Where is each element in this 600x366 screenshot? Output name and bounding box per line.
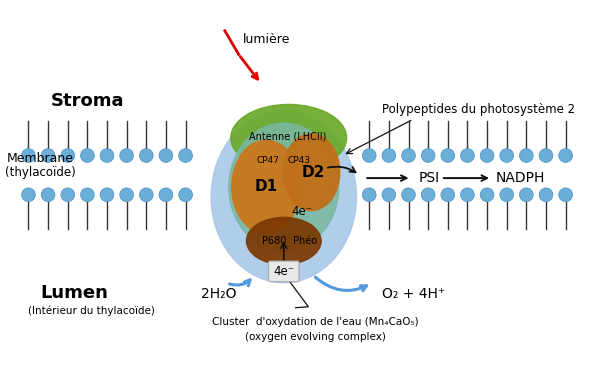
Text: 4e⁻: 4e⁻ [273, 265, 294, 278]
Circle shape [401, 149, 415, 163]
Text: PSI: PSI [418, 171, 439, 185]
Circle shape [100, 149, 114, 163]
Ellipse shape [232, 140, 301, 234]
Circle shape [179, 149, 193, 163]
Circle shape [362, 149, 376, 163]
Circle shape [179, 188, 193, 202]
Text: Lumen: Lumen [41, 284, 109, 302]
Circle shape [120, 149, 134, 163]
Circle shape [520, 149, 533, 163]
Text: 2H₂O: 2H₂O [201, 287, 237, 301]
Circle shape [61, 149, 74, 163]
Text: Stroma: Stroma [50, 93, 124, 111]
Circle shape [461, 188, 474, 202]
Text: CP47: CP47 [257, 156, 280, 165]
Circle shape [441, 188, 455, 202]
Circle shape [539, 149, 553, 163]
Circle shape [80, 188, 94, 202]
Text: D2: D2 [302, 165, 325, 180]
Ellipse shape [283, 134, 340, 210]
Circle shape [500, 188, 514, 202]
Circle shape [362, 188, 376, 202]
Circle shape [139, 149, 153, 163]
Text: Polypeptides du photosystème 2: Polypeptides du photosystème 2 [382, 103, 575, 116]
Circle shape [159, 188, 173, 202]
Ellipse shape [229, 123, 339, 251]
Text: Antenne (LHCII): Antenne (LHCII) [249, 132, 326, 142]
Text: Membrane: Membrane [7, 152, 74, 165]
Circle shape [22, 188, 35, 202]
Circle shape [401, 188, 415, 202]
Text: Cluster  d'oxydation de l'eau (Mn₄CaO₅): Cluster d'oxydation de l'eau (Mn₄CaO₅) [212, 317, 419, 328]
FancyBboxPatch shape [269, 261, 299, 282]
Text: 4e⁻: 4e⁻ [291, 205, 312, 218]
Circle shape [139, 188, 153, 202]
Text: O₂ + 4H⁺: O₂ + 4H⁺ [382, 287, 445, 301]
Circle shape [159, 149, 173, 163]
Text: (oxygen evolving complex): (oxygen evolving complex) [245, 332, 386, 342]
Circle shape [100, 188, 114, 202]
Text: Phéo: Phéo [293, 236, 317, 246]
Circle shape [41, 149, 55, 163]
Text: (Intérieur du thylacoïde): (Intérieur du thylacoïde) [28, 305, 155, 316]
Text: D1: D1 [254, 179, 278, 194]
Circle shape [559, 188, 572, 202]
Circle shape [421, 188, 435, 202]
Text: (thylacoïde): (thylacoïde) [5, 166, 76, 179]
Text: P680: P680 [262, 236, 286, 246]
Circle shape [480, 188, 494, 202]
Circle shape [382, 149, 396, 163]
Circle shape [539, 188, 553, 202]
Circle shape [480, 149, 494, 163]
Text: lumière: lumière [242, 33, 290, 46]
Circle shape [441, 149, 455, 163]
Circle shape [520, 188, 533, 202]
Circle shape [80, 149, 94, 163]
Circle shape [559, 149, 572, 163]
Ellipse shape [211, 111, 356, 283]
Circle shape [461, 149, 474, 163]
Circle shape [120, 188, 134, 202]
Circle shape [22, 149, 35, 163]
Circle shape [382, 188, 396, 202]
Ellipse shape [231, 104, 347, 171]
Circle shape [61, 188, 74, 202]
Circle shape [421, 149, 435, 163]
Circle shape [500, 149, 514, 163]
Text: CP43: CP43 [288, 156, 311, 165]
Ellipse shape [247, 217, 321, 265]
Text: NADPH: NADPH [496, 171, 545, 185]
Circle shape [41, 188, 55, 202]
